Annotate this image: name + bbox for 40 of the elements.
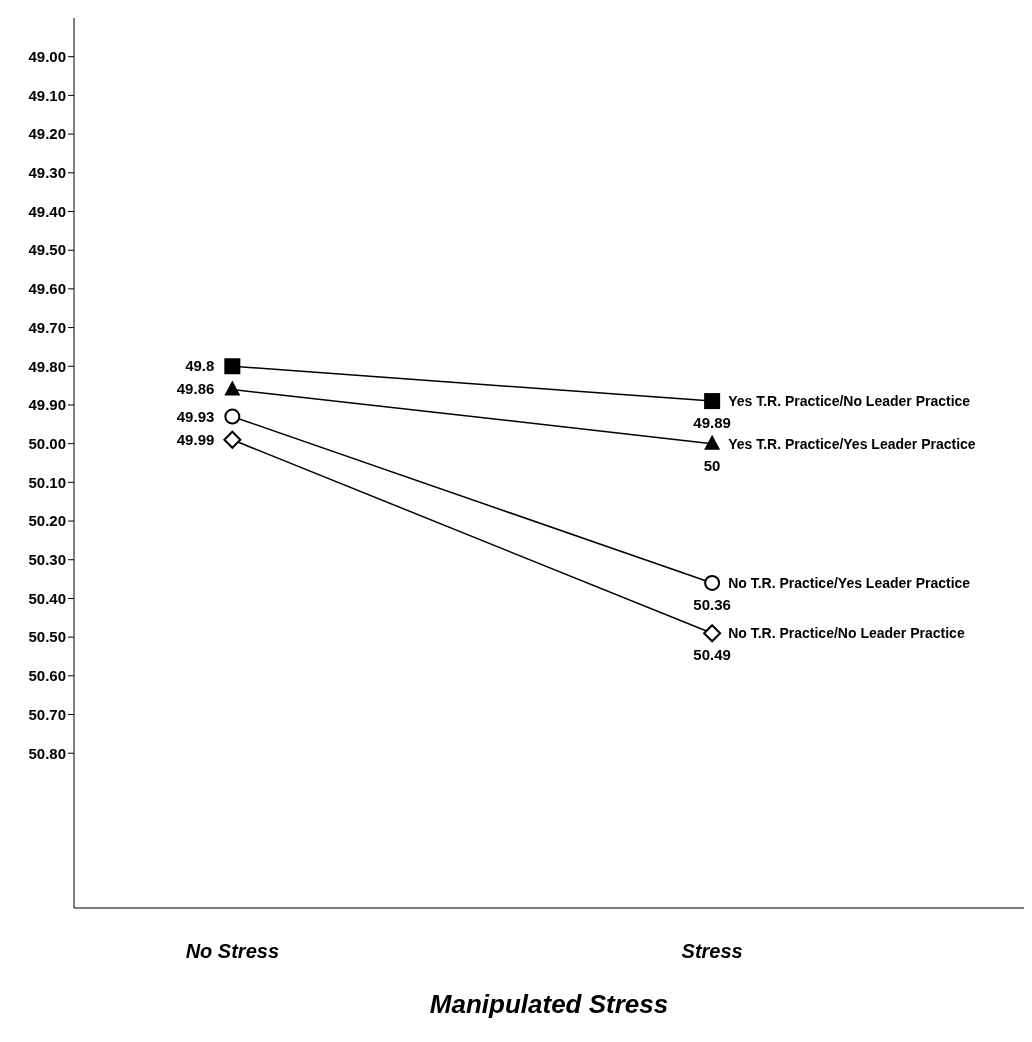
y-tick-label: 50.40 xyxy=(28,589,66,607)
data-label: 49.99 xyxy=(176,430,215,448)
point xyxy=(704,393,721,410)
x-tick-label: Stress xyxy=(681,940,743,963)
data-label: 49.93 xyxy=(176,407,215,425)
y-tick-label: 49.20 xyxy=(28,125,66,143)
y-tick-label: 50.00 xyxy=(28,434,66,452)
data-label: 50.36 xyxy=(693,595,731,613)
y-tick-label: 49.80 xyxy=(28,357,66,375)
y-tick-label: 49.90 xyxy=(28,396,66,414)
point xyxy=(704,574,721,591)
y-tick-label: 49.00 xyxy=(28,48,66,66)
data-label: 50.49 xyxy=(693,646,731,664)
y-tick-label: 49.50 xyxy=(28,241,66,259)
x-axis-title: Manipulated Stress xyxy=(429,989,669,1019)
y-tick-label: 49.70 xyxy=(28,318,66,336)
point xyxy=(224,408,241,425)
y-tick-label: 50.60 xyxy=(28,667,66,685)
y-tick-label: 50.10 xyxy=(28,473,66,491)
data-label: 49.89 xyxy=(693,414,731,432)
y-tick-label: 50.30 xyxy=(28,551,66,569)
point xyxy=(223,430,242,449)
y-tick-label: 49.60 xyxy=(28,280,66,298)
y-tick-label: 49.30 xyxy=(28,164,66,182)
point xyxy=(224,358,241,375)
y-tick-label: 50.50 xyxy=(28,628,66,646)
data-label: 49.8 xyxy=(185,357,215,375)
y-tick-label: 50.80 xyxy=(28,744,66,762)
data-label: 49.86 xyxy=(176,380,215,398)
series-label: Yes T.R. Practice/Yes Leader Practice xyxy=(728,435,976,452)
series-label: No T.R. Practice/No Leader Practice xyxy=(728,625,965,642)
series-label: Yes T.R. Practice/No Leader Practice xyxy=(728,393,971,410)
y-tick-label: 49.10 xyxy=(28,86,66,104)
y-tick-label: 50.70 xyxy=(28,705,66,723)
y-tick-label: 49.40 xyxy=(28,202,66,220)
series-label: No T.R. Practice/Yes Leader Practice xyxy=(728,574,971,591)
y-tick-label: 50.20 xyxy=(28,512,66,530)
data-label: 50 xyxy=(703,456,721,474)
x-tick-label: No Stress xyxy=(185,940,280,963)
point xyxy=(703,624,722,643)
